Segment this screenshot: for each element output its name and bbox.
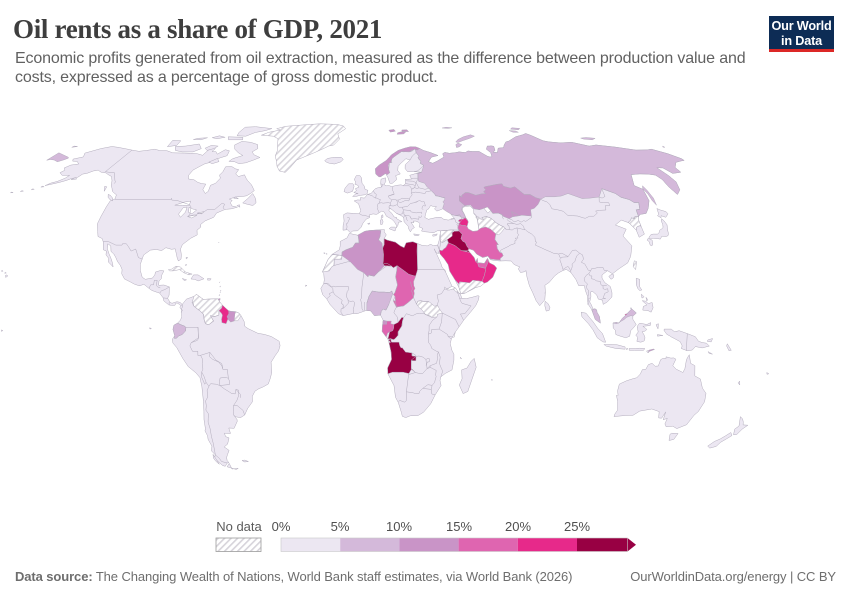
svg-text:10%: 10% xyxy=(386,519,412,534)
svg-text:20%: 20% xyxy=(505,519,531,534)
svg-text:5%: 5% xyxy=(331,519,350,534)
svg-text:0%: 0% xyxy=(272,519,291,534)
svg-text:25%: 25% xyxy=(564,519,590,534)
svg-text:15%: 15% xyxy=(446,519,472,534)
svg-text:No data: No data xyxy=(216,519,262,534)
